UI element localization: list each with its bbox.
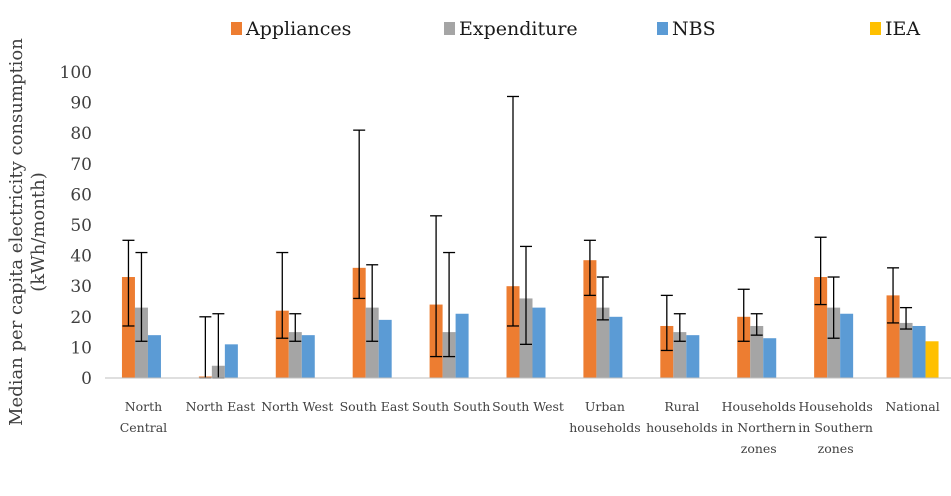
x-category-label: zones: [741, 441, 777, 456]
x-category-label: North West: [261, 399, 333, 414]
y-tick-label: 60: [70, 185, 92, 205]
bar-appliances: [886, 295, 900, 378]
bar-expenditure: [134, 307, 148, 378]
legend-swatch-appliances: [231, 22, 242, 35]
legend-swatch-nbs: [657, 22, 668, 35]
y-tick-label: 40: [70, 247, 92, 267]
bar-expenditure: [827, 307, 841, 378]
x-category-label: North: [125, 399, 163, 414]
bar-appliances: [506, 286, 520, 378]
bar-nbs: [609, 316, 623, 378]
legend: Appliances Expenditure NBS IEA: [231, 18, 920, 40]
x-category-label: National: [885, 399, 939, 414]
bar-appliances: [583, 260, 597, 378]
x-category-label: Urban: [585, 399, 625, 414]
y-tick-label: 90: [70, 94, 92, 114]
bar-nbs: [224, 344, 238, 378]
y-axis-label-line: (kWh/month): [28, 172, 49, 291]
x-category-label: South South: [412, 399, 490, 414]
y-tick-label: 30: [70, 277, 92, 297]
legend-swatch-iea: [870, 22, 881, 35]
y-tick-label: 10: [70, 338, 92, 358]
x-category-label: households: [569, 420, 640, 435]
bar-nbs: [840, 313, 854, 378]
x-category-label: Rural: [664, 399, 699, 414]
y-tick-label: 100: [60, 63, 92, 83]
x-category-label: in Northern: [721, 420, 796, 435]
legend-label-nbs: NBS: [672, 18, 716, 40]
bar-nbs: [912, 325, 926, 378]
x-category-label: Households: [798, 399, 872, 414]
bar-iea: [925, 341, 939, 378]
x-category-label: in Southern: [798, 420, 873, 435]
legend-label-expenditure: Expenditure: [459, 18, 578, 40]
bar-expenditure: [899, 322, 913, 378]
legend-label-iea: IEA: [885, 18, 920, 40]
bar-nbs: [378, 319, 392, 378]
bar-appliances: [275, 310, 289, 378]
x-axis-category-labels: North Central North East North West South Ea…: [120, 399, 940, 456]
y-axis-label-line: Median per capita electricity consumptio…: [6, 38, 27, 426]
bar-nbs: [455, 313, 469, 378]
bar-expenditure: [365, 307, 379, 378]
x-category-label: South West: [492, 399, 564, 414]
bar-appliances: [121, 277, 135, 378]
x-category-label: South East: [340, 399, 409, 414]
x-category-label: Households: [722, 399, 796, 414]
x-category-label: zones: [818, 441, 854, 456]
bars: [121, 260, 939, 378]
bar-expenditure: [288, 332, 302, 378]
y-axis-label: Median per capita electricity consumptio…: [6, 38, 49, 426]
bar-appliances: [660, 325, 674, 378]
bar-expenditure: [596, 307, 610, 378]
error-bars: [122, 95, 913, 379]
y-tick-label: 80: [70, 124, 92, 144]
x-category-label: households: [646, 420, 717, 435]
bar-expenditure: [673, 332, 687, 378]
y-tick-label: 50: [70, 216, 92, 236]
bar-nbs: [532, 307, 546, 378]
bar-appliances: [737, 316, 751, 378]
y-tick-label: 0: [81, 369, 92, 389]
y-tick-label: 70: [70, 155, 92, 175]
bar-nbs: [147, 335, 161, 378]
y-tick-label: 20: [70, 308, 92, 328]
bar-nbs: [686, 335, 700, 378]
x-category-label: North East: [186, 399, 256, 414]
x-category-label: Central: [120, 420, 167, 435]
bar-expenditure: [750, 325, 764, 378]
bar-appliances: [352, 267, 366, 378]
legend-swatch-expenditure: [444, 22, 455, 35]
bar-appliances: [814, 277, 828, 378]
bar-nbs: [763, 338, 777, 378]
legend-label-appliances: Appliances: [245, 18, 351, 40]
y-axis-ticks: 0 10 20 30 40 50 60 70 80 90 100: [60, 63, 92, 389]
bar-nbs: [301, 335, 315, 378]
